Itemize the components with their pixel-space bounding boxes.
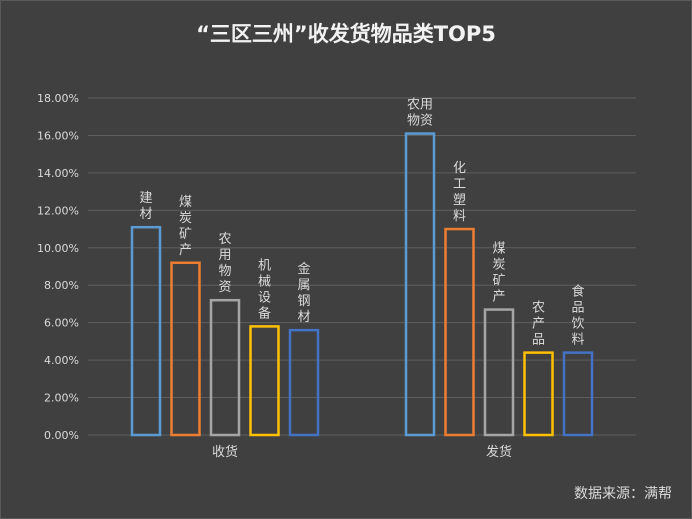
data-label: 建材: [139, 191, 152, 222]
bar: [523, 351, 554, 437]
data-label: 机械设备: [258, 258, 271, 321]
chart-title: “三区三州”收发货物品类TOP5: [196, 22, 496, 46]
y-tick-label: 12.00%: [37, 204, 79, 217]
y-tick-label: 2.00%: [44, 392, 79, 405]
bar: [444, 227, 475, 437]
bar: [404, 132, 436, 437]
data-label: 化工塑料: [453, 161, 466, 224]
data-label: 农用物资: [218, 232, 231, 295]
data-label: 食品饮料: [571, 284, 584, 348]
category-label: 收货: [212, 444, 238, 460]
y-tick-label: 4.00%: [44, 354, 79, 367]
y-tick-label: 10.00%: [37, 242, 79, 255]
data-label: 煤炭矿产: [492, 242, 505, 305]
bar: [170, 261, 201, 437]
data-source-note: 数据来源：满帮: [574, 486, 672, 502]
data-label: 农用物资: [407, 98, 433, 129]
y-tick-label: 18.00%: [37, 92, 79, 105]
bar: [209, 298, 241, 437]
y-tick-label: 6.00%: [44, 317, 79, 330]
y-tick-label: 0.00%: [44, 429, 79, 442]
bar: [130, 225, 162, 437]
y-tick-label: 8.00%: [44, 279, 79, 292]
data-label: 煤炭矿产: [179, 195, 192, 258]
data-label: 农产品: [532, 301, 545, 348]
category-label: 发货: [486, 444, 512, 460]
bar: [483, 308, 515, 437]
bar: [288, 328, 320, 437]
bar: [249, 325, 280, 437]
data-label: 金属钢材: [297, 261, 310, 325]
y-tick-label: 14.00%: [37, 167, 79, 180]
bar: [562, 351, 594, 437]
y-tick-label: 16.00%: [37, 129, 79, 142]
